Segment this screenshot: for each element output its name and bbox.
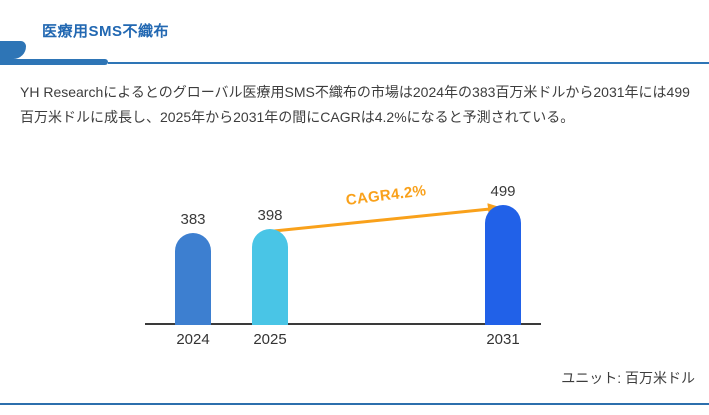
bar-2031 bbox=[485, 205, 521, 325]
x-tick-label: 2031 bbox=[486, 331, 520, 348]
page-title: 医療用SMS不織布 bbox=[42, 23, 170, 40]
market-summary-text: YH Researchによるとのグローバル医療用SMS不織布の市場は2024年の… bbox=[20, 84, 690, 125]
x-tick-label: 2025 bbox=[253, 331, 287, 348]
bar-2024 bbox=[175, 233, 211, 325]
title-underline bbox=[108, 62, 709, 64]
bar-value-label: 499 bbox=[490, 183, 516, 200]
unit-label: ユニット: 百万米ドル bbox=[561, 370, 695, 386]
title-accent-tab bbox=[0, 41, 26, 59]
bar-2025 bbox=[252, 229, 288, 325]
cagr-arrow-line bbox=[273, 203, 502, 233]
title-accent-bar bbox=[0, 59, 108, 65]
bar-value-label: 383 bbox=[180, 211, 206, 228]
cagr-annotation: CAGR4.2% bbox=[344, 182, 428, 209]
bottom-divider bbox=[0, 403, 709, 405]
bar-value-label: 398 bbox=[257, 207, 283, 224]
x-axis-line bbox=[145, 323, 541, 325]
x-tick-label: 2024 bbox=[176, 331, 210, 348]
